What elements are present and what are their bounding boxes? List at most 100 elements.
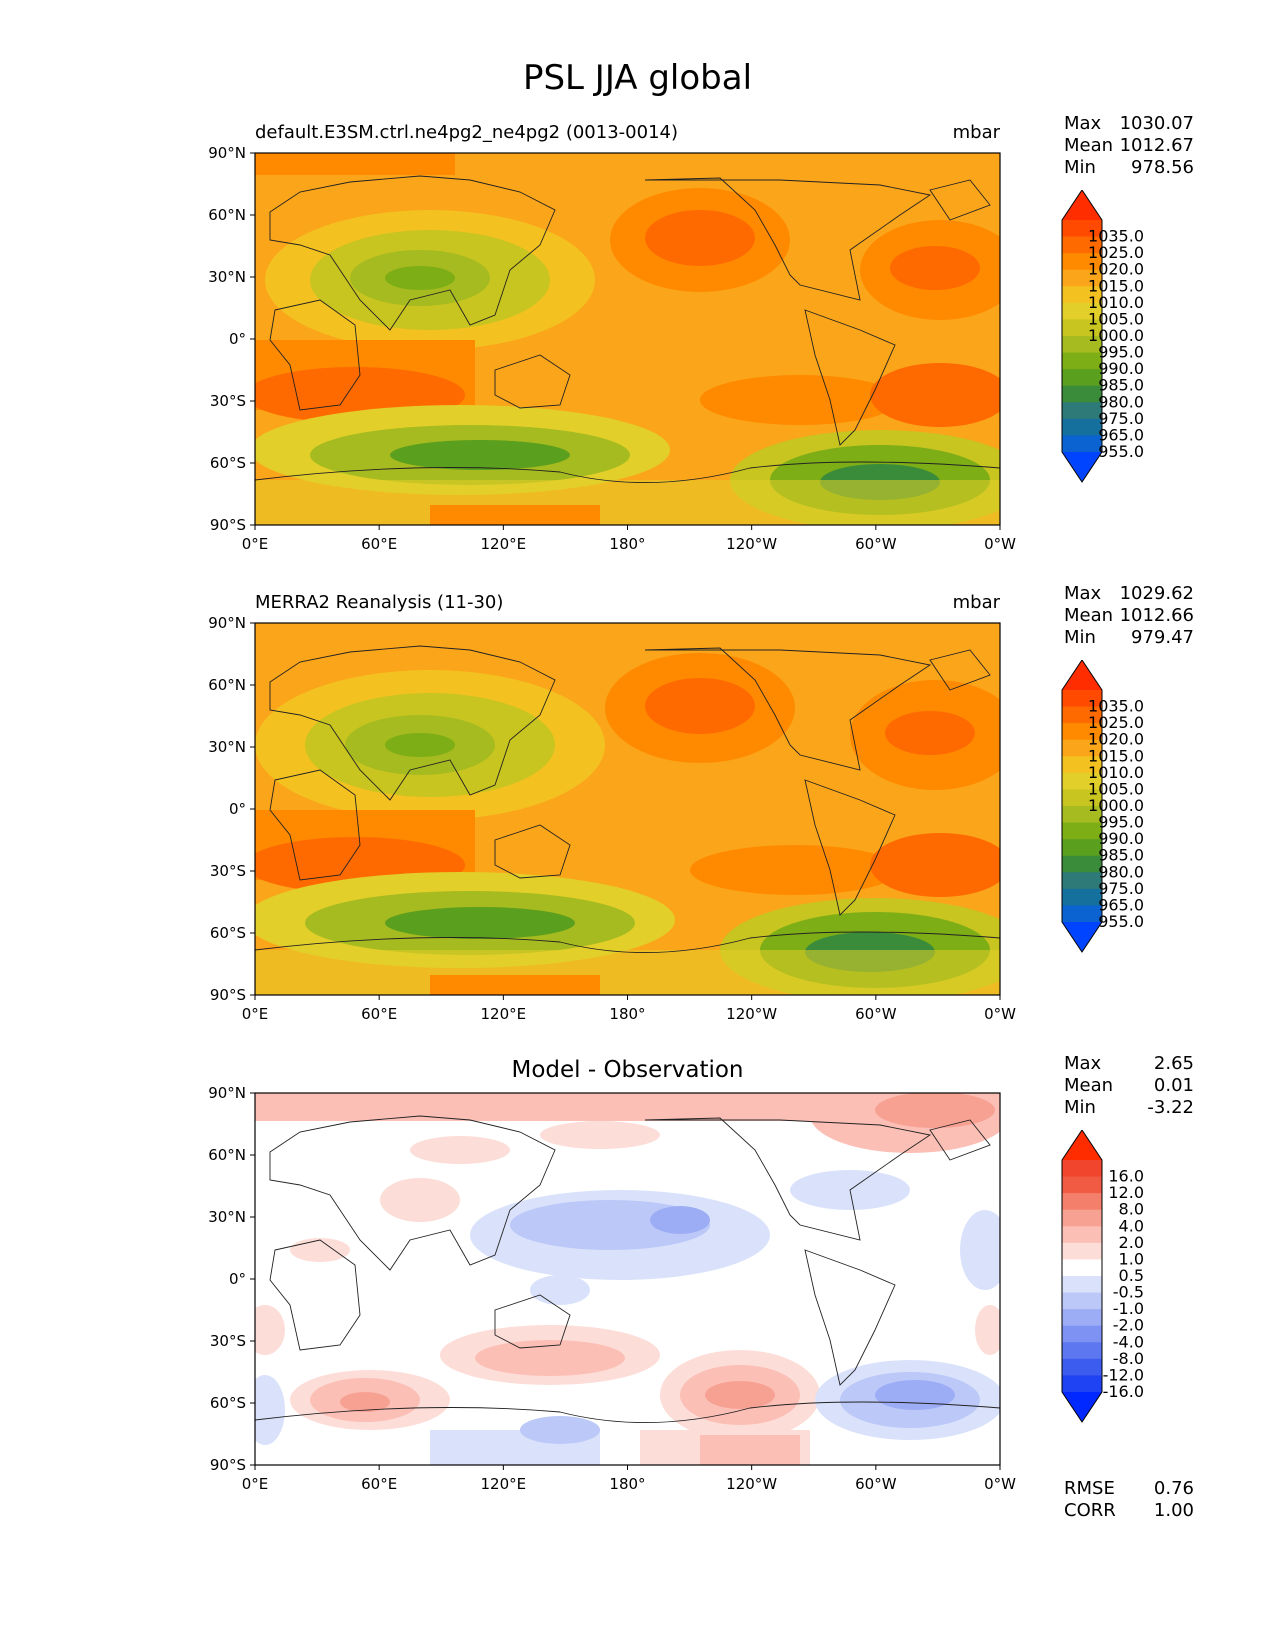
model-colorbar-bin (1062, 352, 1102, 370)
obs-lat-axis-label: 60°S (210, 924, 246, 942)
obs-colorbar-bin (1062, 723, 1102, 741)
diff-title: Model - Observation (511, 1057, 744, 1083)
model-colorbar-bin (1062, 253, 1102, 271)
diff-colorbar-bin (1062, 1176, 1102, 1194)
obs-colorbar-bin (1062, 706, 1102, 724)
model-colorbar-extend-min (1062, 452, 1102, 482)
model-lon-axis-label: 180° (609, 535, 645, 553)
model-colorbar-label: 980.0 (1098, 392, 1144, 411)
obs-colorbar-bin (1062, 905, 1102, 923)
diff-lat-axis-label: 90°S (210, 1456, 246, 1474)
obs-colorbar-label: 1020.0 (1088, 730, 1144, 749)
diff-colorbar-label: -16.0 (1103, 1382, 1144, 1401)
model-lon-axis: 0°E 60°E 120°E 180° 120°W 60°W 0°W (242, 525, 1016, 553)
obs-lon-axis-label: 0°E (242, 1005, 269, 1023)
obs-stats: Max 1029.62 Mean 1012.66 Min 979.47 (1064, 583, 1194, 648)
obs-lon-axis-label: 180° (609, 1005, 645, 1023)
model-colorbar-bin (1062, 302, 1102, 320)
model-colorbar-label: 985.0 (1098, 376, 1144, 395)
diff-lat-axis-label: 30°N (208, 1208, 246, 1226)
diff-colorbar-extend-max (1062, 1130, 1102, 1160)
obs-colorbar-bin (1062, 756, 1102, 774)
model-colorbar-label: 990.0 (1098, 359, 1144, 378)
obs-colorbar-label: 1015.0 (1088, 746, 1144, 765)
obs-colorbar-label: 985.0 (1098, 846, 1144, 865)
obs-colorbar-bin (1062, 739, 1102, 757)
diff-lon-axis-label: 120°E (481, 1475, 527, 1493)
model-colorbar-label: 1000.0 (1088, 326, 1144, 345)
model-colorbar-bin (1062, 236, 1102, 254)
diff-colorbar: 16.012.08.04.02.01.00.5-0.5-1.0-2.0-4.0-… (1061, 1130, 1144, 1423)
diff-colorbar-bin (1062, 1292, 1102, 1310)
diff-colorbar-label: 1.0 (1119, 1249, 1144, 1268)
model-lon-axis-label: 0°E (242, 535, 269, 553)
model-lat-axis-label: 30°S (210, 392, 246, 410)
obs-colorbar-bin (1062, 690, 1102, 708)
obs-lon-axis-label: 120°W (726, 1005, 777, 1023)
diff-colorbar-bin (1062, 1375, 1102, 1393)
diff-colorbar-label: -0.5 (1113, 1283, 1144, 1302)
model-colorbar-bin (1062, 418, 1102, 436)
obs-lat-axis-label: 60°N (208, 676, 246, 694)
model-lon-axis-label: 60°E (361, 535, 397, 553)
model-colorbar-label: 995.0 (1098, 343, 1144, 362)
diff-colorbar-bin (1062, 1325, 1102, 1343)
diff-lon-axis-label: 60°E (361, 1475, 397, 1493)
obs-colorbar-label: 1010.0 (1088, 763, 1144, 782)
obs-colorbar-bin (1062, 772, 1102, 790)
obs-colorbar-label: 995.0 (1098, 813, 1144, 832)
diff-colorbar-bin (1062, 1276, 1102, 1294)
model-colorbar-bin (1062, 319, 1102, 337)
obs-lat-axis-label: 0° (229, 800, 246, 818)
diff-metrics: RMSE 0.76 CORR 1.00 (1064, 1478, 1194, 1521)
obs-colorbar-bin (1062, 839, 1102, 857)
obs-lon-axis-label: 60°W (855, 1005, 897, 1023)
diff-lon-axis-label: 180° (609, 1475, 645, 1493)
diff-lat-axis-label: 60°S (210, 1394, 246, 1412)
figure-title: PSL JJA global (522, 58, 753, 98)
model-lon-axis-label: 120°E (481, 535, 527, 553)
model-lat-axis-label: 90°S (210, 516, 246, 534)
diff-colorbar-bin (1062, 1259, 1102, 1277)
obs-colorbar-label: 965.0 (1098, 895, 1144, 914)
model-colorbar-bin (1062, 435, 1102, 453)
diff-lat-axis-label: 90°N (208, 1084, 246, 1102)
model-colorbar-bin (1062, 336, 1102, 354)
model-colorbar-bin (1062, 286, 1102, 304)
diff-stats: Max 2.65 Mean 0.01 Min -3.22 (1064, 1053, 1194, 1118)
obs-lat-axis-label: 30°S (210, 862, 246, 880)
model-stats: Max 1030.07 Mean 1012.67 Min 978.56 (1064, 113, 1194, 178)
diff-colorbar-label: 2.0 (1119, 1233, 1144, 1252)
model-colorbar-bin (1062, 220, 1102, 238)
model-colorbar-bin (1062, 402, 1102, 420)
obs-colorbar-label: 1025.0 (1088, 713, 1144, 732)
obs-title: MERRA2 Reanalysis (11-30) (255, 592, 504, 613)
diff-colorbar-bin (1062, 1193, 1102, 1211)
diff-colorbar-label: 0.5 (1119, 1266, 1144, 1285)
diff-lon-axis-label: 120°W (726, 1475, 777, 1493)
diff-lon-axis-label: 0°E (242, 1475, 269, 1493)
diff-colorbar-label: -2.0 (1113, 1316, 1144, 1335)
model-lat-axis-label: 0° (229, 330, 246, 348)
diff-colorbar-bin (1062, 1342, 1102, 1360)
obs-colorbar-label: 980.0 (1098, 862, 1144, 881)
obs-lat-axis: 90°N 60°N 30°N 0° 30°S 60°S 90°S (208, 614, 255, 1004)
obs-lon-axis-label: 0°W (984, 1005, 1016, 1023)
model-lat-axis: 90°N 60°N 30°N 0° 30°S 60°S 90°S (208, 144, 255, 534)
obs-units: mbar (952, 592, 1000, 613)
diff-colorbar-bin (1062, 1226, 1102, 1244)
diff-colorbar-bin (1062, 1358, 1102, 1376)
diff-colorbar-label: -4.0 (1113, 1332, 1144, 1351)
model-colorbar-extend-max (1062, 190, 1102, 220)
model-colorbar-label: 955.0 (1098, 442, 1144, 461)
model-map: 90°N 60°N 30°N 0° 30°S 60°S 90°S 0°E 60°E 120°E 1… (208, 144, 1016, 553)
obs-map: 90°N 60°N 30°N 0° 30°S 60°S 90°S 0°E 60°E 120°E 1… (208, 614, 1016, 1023)
diff-colorbar-label: -12.0 (1103, 1365, 1144, 1384)
diff-colorbar-extend-min (1062, 1392, 1102, 1422)
obs-colorbar-bin (1062, 855, 1102, 873)
model-lat-axis-label: 90°N (208, 144, 246, 162)
diff-lat-axis-label: 0° (229, 1270, 246, 1288)
diff-colorbar-bin (1062, 1209, 1102, 1227)
diff-colorbar-label: -8.0 (1113, 1349, 1144, 1368)
obs-colorbar-bin (1062, 888, 1102, 906)
